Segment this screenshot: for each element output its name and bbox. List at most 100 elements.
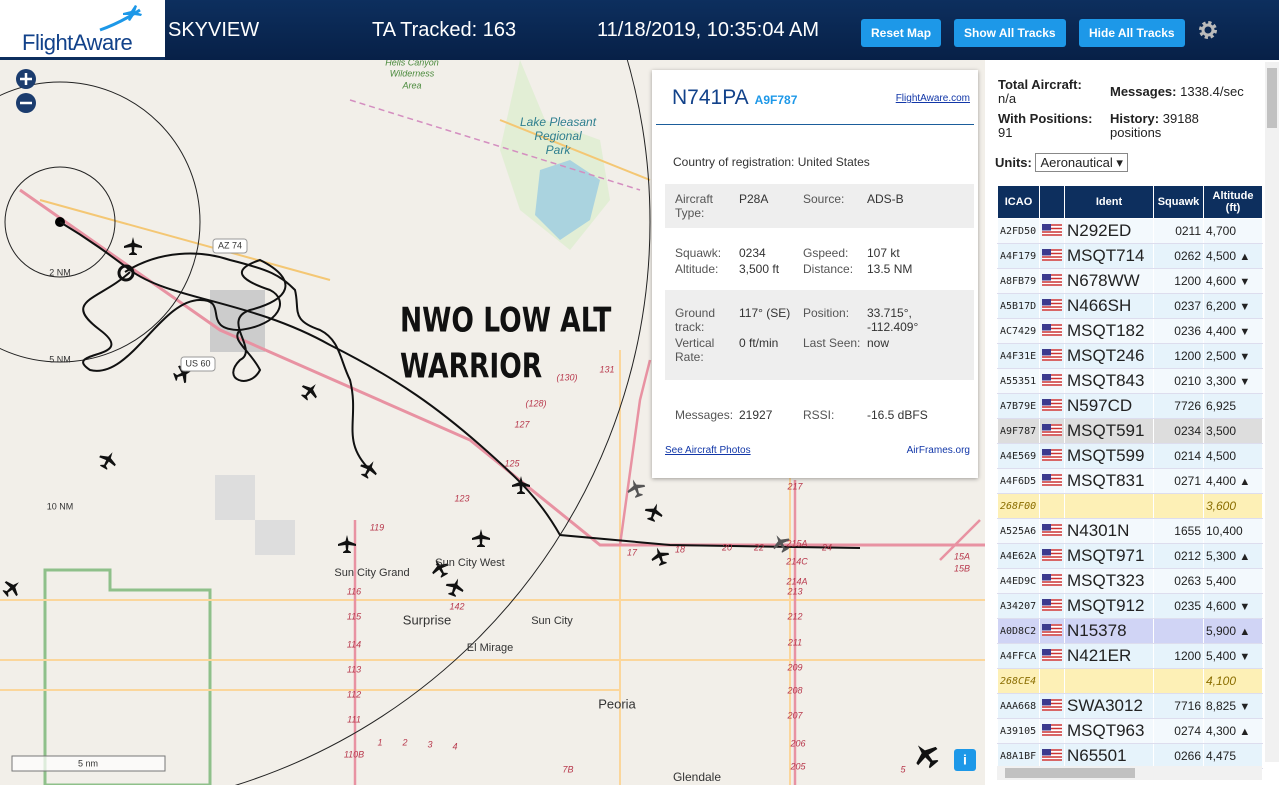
map-label: 111 <box>347 714 361 724</box>
info-button[interactable] <box>954 749 976 771</box>
hide-tracks-button[interactable]: Hide All Tracks <box>1079 19 1185 47</box>
aircraft-row[interactable]: A8FB79 N678WW 1200 4,600 ▼ <box>997 268 1263 294</box>
airframes-link[interactable]: AirFrames.org <box>906 445 970 456</box>
aircraft[interactable] <box>338 535 356 553</box>
aircraft[interactable] <box>443 575 466 598</box>
aircraft-row[interactable]: AAA668 SWA3012 7716 8,825 ▼ <box>997 693 1263 719</box>
info-label[interactable]: i <box>963 752 967 768</box>
label: With Positions: <box>998 111 1093 126</box>
zoom-out[interactable] <box>16 93 36 113</box>
altitude: 3,500 <box>1203 418 1263 444</box>
aircraft-row[interactable]: AC7429 MSQT182 0236 4,400 ▼ <box>997 318 1263 344</box>
us-flag <box>1042 248 1062 261</box>
aircraft[interactable] <box>357 457 382 482</box>
aircraft-row[interactable]: A39105 MSQT963 0274 4,300 ▲ <box>997 718 1263 744</box>
aircraft[interactable] <box>648 544 671 567</box>
aircraft-row[interactable]: A7B79E N597CD 7726 6,925 <box>997 393 1263 419</box>
aircraft-row[interactable]: A55351 MSQT843 0210 3,300 ▼ <box>997 368 1263 394</box>
map-label: 20 <box>721 542 732 552</box>
scrollbar[interactable] <box>1265 62 1279 762</box>
altitude: 5,300 ▲ <box>1203 543 1263 569</box>
popup-section: Aircraft Type: P28A Source: ADS-B <box>665 184 974 228</box>
icao: 268F00 <box>997 493 1040 519</box>
aircraft-row[interactable]: A4F179 MSQT714 0262 4,500 ▲ <box>997 243 1263 269</box>
field-label: Vertical Rate: <box>675 336 715 364</box>
logo-icon <box>99 5 142 32</box>
aircraft-row[interactable]: 268CE4 4,100 <box>997 668 1263 694</box>
map-label: 131 <box>599 364 614 374</box>
map-label: 217 <box>786 481 803 491</box>
map-label: Surprise <box>403 612 451 627</box>
field-value: 3,500 ft <box>739 262 780 276</box>
map-label: AZ 74 <box>218 240 242 250</box>
aircraft[interactable] <box>428 556 453 581</box>
map-label: 24 <box>821 542 832 552</box>
aircraft-row[interactable]: 268F00 3,600 <box>997 493 1263 519</box>
field-value: -16.5 dBFS <box>867 408 928 422</box>
squawk: 0266 <box>1153 743 1204 769</box>
aircraft-row[interactable]: A4ED9C MSQT323 0263 5,400 <box>997 568 1263 594</box>
tracked-count: TA Tracked: 163 <box>372 19 517 41</box>
map-label: 206 <box>789 738 805 748</box>
column-header[interactable]: Altitude (ft) <box>1203 185 1263 219</box>
logo[interactable]: FlightAware <box>0 0 165 60</box>
altitude: 4,475 <box>1203 743 1263 769</box>
flightaware-link[interactable]: FlightAware.com <box>895 93 970 104</box>
aircraft[interactable] <box>472 529 490 547</box>
aircraft[interactable] <box>769 531 794 556</box>
aircraft-row[interactable]: A525A6 N4301N 1655 10,400 <box>997 518 1263 544</box>
trend: ▲ <box>1239 626 1251 638</box>
column-header[interactable]: Squawk <box>1153 185 1204 219</box>
h-scrollbar[interactable] <box>997 766 1262 780</box>
aircraft-row[interactable]: A2FD50 N292ED 0211 4,700 <box>997 218 1263 244</box>
aircraft[interactable] <box>96 448 121 473</box>
show-tracks-button[interactable]: Show All Tracks <box>954 19 1066 47</box>
flag-cell <box>1039 318 1065 344</box>
aircraft[interactable] <box>512 476 530 494</box>
reset-map-button[interactable]: Reset Map <box>861 19 942 47</box>
map-label: Area <box>401 80 421 90</box>
aircraft-row[interactable]: A4E62A MSQT971 0212 5,300 ▲ <box>997 543 1263 569</box>
settings-icon[interactable] <box>1196 18 1220 42</box>
aircraft-row[interactable]: A34207 MSQT912 0235 4,600 ▼ <box>997 593 1263 619</box>
icao: A2FD50 <box>997 218 1040 244</box>
logo-text: FlightAware <box>22 30 133 55</box>
us-flag <box>1042 648 1062 661</box>
field-label: Distance: <box>803 262 854 276</box>
sidebar: Total Aircraft: n/a Messages: 1338.4/sec … <box>987 60 1279 785</box>
altitude: 4,500 ▲ <box>1203 243 1263 269</box>
aircraft[interactable] <box>642 500 665 523</box>
icao: A8FB79 <box>997 268 1040 294</box>
column-header[interactable]: Ident <box>1064 185 1154 219</box>
units-select[interactable]: Aeronautical ▾ <box>1035 153 1128 172</box>
ident: SWA3012 <box>1064 693 1154 719</box>
column-header[interactable]: ICAO <box>997 185 1040 219</box>
map-label: 214C <box>785 556 808 566</box>
icao: A39105 <box>997 718 1040 744</box>
map-label: (128) <box>525 398 546 408</box>
field-label: Aircraft Type: <box>675 192 714 220</box>
field-value: now <box>867 336 890 350</box>
map-label: Wilderness <box>390 68 435 78</box>
flag-cell <box>1039 668 1065 694</box>
zoom-in[interactable] <box>16 69 36 89</box>
icao: A4E62A <box>997 543 1040 569</box>
photos-link[interactable]: See Aircraft Photos <box>665 445 751 456</box>
squawk: 0262 <box>1153 243 1204 269</box>
aircraft-row[interactable]: A5B17D N466SH 0237 6,200 ▼ <box>997 293 1263 319</box>
aircraft[interactable] <box>908 737 944 773</box>
aircraft-row[interactable]: A4F31E MSQT246 1200 2,500 ▼ <box>997 343 1263 369</box>
aircraft-row[interactable]: A8A1BF N65501 0266 4,475 <box>997 743 1263 769</box>
aircraft[interactable] <box>0 575 25 600</box>
aircraft-row[interactable]: A9F787 MSQT591 0234 3,500 <box>997 418 1263 444</box>
aircraft[interactable] <box>297 378 322 403</box>
aircraft-row[interactable]: A4FFCA N421ER 1200 5,400 ▼ <box>997 643 1263 669</box>
aircraft[interactable] <box>171 362 194 385</box>
aircraft[interactable] <box>124 237 142 255</box>
ident: MSQT323 <box>1064 568 1154 594</box>
aircraft-row[interactable]: A0D8C2 N15378 5,900 ▲ <box>997 618 1263 644</box>
aircraft-row[interactable]: A4F6D5 MSQT831 0271 4,400 ▲ <box>997 468 1263 494</box>
aircraft-row[interactable]: A4E569 MSQT599 0214 4,500 <box>997 443 1263 469</box>
aircraft[interactable] <box>624 476 647 499</box>
